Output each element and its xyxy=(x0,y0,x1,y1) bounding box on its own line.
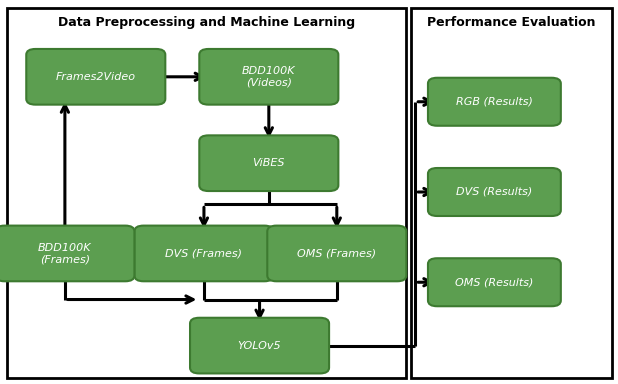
FancyBboxPatch shape xyxy=(428,168,561,216)
Text: Data Preprocessing and Machine Learning: Data Preprocessing and Machine Learning xyxy=(59,16,355,29)
Text: OMS (Frames): OMS (Frames) xyxy=(297,248,376,258)
Text: BDD100K
(Frames): BDD100K (Frames) xyxy=(38,243,91,264)
Text: DVS (Frames): DVS (Frames) xyxy=(166,248,242,258)
Text: DVS (Results): DVS (Results) xyxy=(456,187,533,197)
FancyBboxPatch shape xyxy=(190,318,329,373)
Text: Frames2Video: Frames2Video xyxy=(56,72,136,82)
Text: OMS (Results): OMS (Results) xyxy=(455,277,533,287)
FancyBboxPatch shape xyxy=(0,226,135,281)
Text: Performance Evaluation: Performance Evaluation xyxy=(428,16,596,29)
FancyBboxPatch shape xyxy=(135,226,273,281)
Bar xyxy=(411,8,612,378)
Bar xyxy=(7,8,406,378)
Text: RGB (Results): RGB (Results) xyxy=(456,97,533,107)
FancyBboxPatch shape xyxy=(428,78,561,126)
FancyBboxPatch shape xyxy=(268,226,407,281)
Text: BDD100K
(Videos): BDD100K (Videos) xyxy=(242,66,295,88)
FancyBboxPatch shape xyxy=(199,49,339,104)
Text: YOLOv5: YOLOv5 xyxy=(238,341,281,351)
FancyBboxPatch shape xyxy=(199,136,339,191)
FancyBboxPatch shape xyxy=(428,258,561,306)
FancyBboxPatch shape xyxy=(26,49,166,104)
Text: ViBES: ViBES xyxy=(253,158,285,168)
